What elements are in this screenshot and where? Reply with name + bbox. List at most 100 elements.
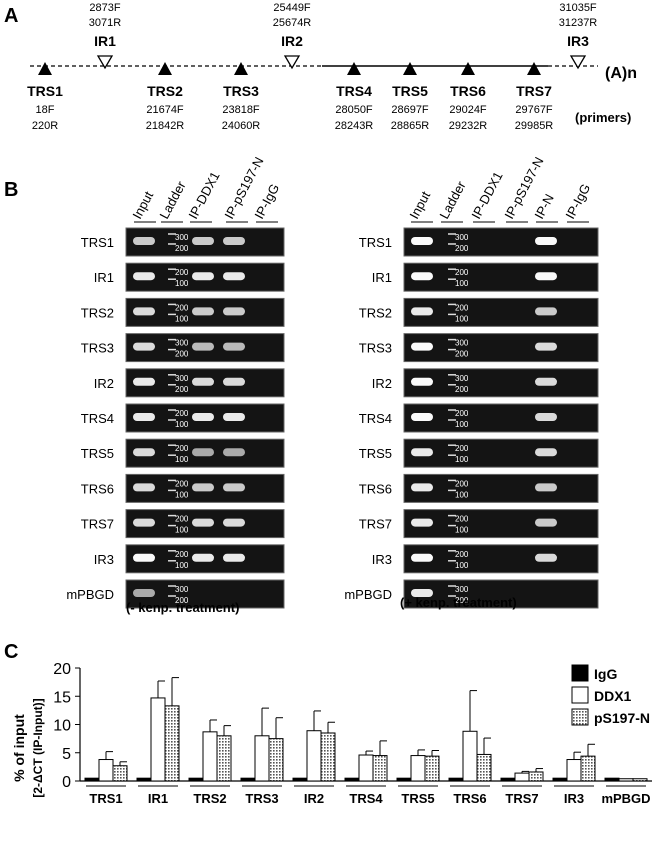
y-tick-label: 15 [53, 689, 71, 706]
gel-column-header: Ladder [436, 178, 469, 221]
dna-band [133, 553, 155, 562]
ir-primer-f: 2873F [89, 2, 120, 14]
gel-row-label: TRS4 [359, 411, 392, 426]
ir-marker-ir1: 2873F 3071R IR1 [89, 2, 121, 70]
gel-column-header: Input [129, 188, 156, 221]
ladder-mark: 300 [455, 374, 469, 383]
ladder-mark: 200 [175, 550, 189, 559]
dna-band [223, 237, 245, 245]
bar-igg [604, 777, 620, 782]
ladder-mark: 200 [175, 350, 189, 359]
dna-band [133, 377, 155, 386]
dna-band [133, 483, 155, 492]
bar-ps197-n [528, 771, 544, 782]
gel-row-trs5: TRS5 200 100 [359, 438, 599, 468]
gel-row-ir1: IR1 200 100 [372, 262, 599, 292]
ladder-mark: 200 [175, 268, 189, 277]
x-tick-label: TRS5 [401, 791, 434, 806]
dna-band [192, 448, 214, 457]
ir-primer-r: 25674R [273, 17, 312, 29]
legend-label: DDX1 [594, 688, 632, 704]
ir-primer-r: 3071R [89, 17, 121, 29]
dna-band [535, 377, 557, 386]
gel-column-header: IP-IgG [251, 181, 282, 221]
gel-column-header: IP-N [531, 191, 556, 221]
trs-marker-trs3: TRS3 23818F 24060R [222, 62, 260, 132]
gel-strip [403, 403, 599, 433]
panel-b-label: B [4, 179, 18, 201]
bar-ddx1 [410, 755, 426, 782]
gel-row-label: IR3 [372, 552, 392, 567]
ladder-mark: 300 [175, 585, 189, 594]
ladder-mark: 300 [455, 585, 469, 594]
gel-strip [403, 297, 599, 327]
filled-triangle-icon [461, 62, 475, 75]
dna-band [133, 272, 155, 281]
ladder-mark: 100 [455, 561, 469, 570]
legend-label: pS197-N [594, 710, 650, 726]
gel-strip [403, 368, 599, 398]
ladder-mark: 200 [455, 409, 469, 418]
ladder-mark: 200 [455, 385, 469, 394]
gel-row-label: TRS6 [359, 481, 392, 496]
dna-band [535, 448, 557, 457]
gel-strip [403, 544, 599, 574]
dna-band [192, 553, 214, 562]
bar-ps197-n [320, 732, 336, 782]
trs-primer-r: 220R [32, 120, 58, 132]
bar-igg [396, 777, 412, 782]
ladder-mark: 300 [455, 233, 469, 242]
dna-band [411, 448, 433, 457]
gel-row-trs2: TRS2 200 100 [81, 297, 285, 327]
bar-ddx1 [150, 697, 166, 782]
dna-band [192, 483, 214, 492]
trs-name: TRS3 [223, 83, 259, 99]
gel-strip [403, 473, 599, 503]
trs-marker-trs7: TRS7 29767F 29985R [515, 62, 553, 132]
ir-name: IR3 [567, 33, 589, 49]
ladder-mark: 200 [175, 385, 189, 394]
x-tick-label: TRS4 [349, 791, 383, 806]
gel-row-label: IR2 [94, 376, 114, 391]
bar-igg [136, 777, 152, 782]
ladder-mark: 200 [175, 596, 189, 605]
ir-name: IR1 [94, 33, 116, 49]
ir-primer-r: 31237R [559, 17, 598, 29]
dna-band [223, 448, 245, 457]
gel-row-label: TRS5 [81, 446, 114, 461]
hollow-triangle-icon [569, 55, 587, 70]
trs-primer-f: 29767F [515, 104, 553, 116]
gel-column-header: Ladder [156, 178, 189, 221]
bar-igg [344, 777, 360, 782]
bar-ddx1 [566, 759, 582, 782]
gel-row-trs3: TRS3 300 200 [81, 333, 285, 363]
x-tick-label: IR1 [148, 791, 168, 806]
panel-c-label: C [4, 641, 18, 663]
filled-triangle-icon [527, 62, 541, 75]
hollow-triangle-icon [283, 55, 301, 70]
bar-igg [188, 777, 204, 782]
trs-primer-f: 23818F [222, 104, 260, 116]
y-tick-label: 20 [53, 661, 71, 678]
ir-name: IR2 [281, 33, 303, 49]
dna-band [192, 377, 214, 386]
ir-marker-ir3: 31035F 31237R IR3 [559, 2, 598, 70]
gel-row-label: TRS7 [81, 517, 114, 532]
gel-row-trs7: TRS7 200 100 [81, 509, 285, 539]
gel-strip [403, 262, 599, 292]
ladder-mark: 200 [175, 409, 189, 418]
ladder-mark: 100 [175, 420, 189, 429]
ladder-mark: 200 [455, 444, 469, 453]
dna-band [535, 518, 557, 527]
trs-primer-f: 18F [36, 104, 55, 116]
ladder-mark: 300 [455, 339, 469, 348]
gel-row-label: TRS1 [81, 235, 114, 250]
gel-column-header: IP-DDX1 [185, 169, 222, 221]
bar-ddx1 [98, 759, 114, 782]
bar-igg [84, 777, 100, 782]
gel-row-mpbgd: mPBGD 300 200 [344, 579, 599, 609]
trs-primer-f: 28697F [391, 104, 429, 116]
trs-primer-f: 29024F [449, 104, 487, 116]
bar-igg [292, 777, 308, 782]
